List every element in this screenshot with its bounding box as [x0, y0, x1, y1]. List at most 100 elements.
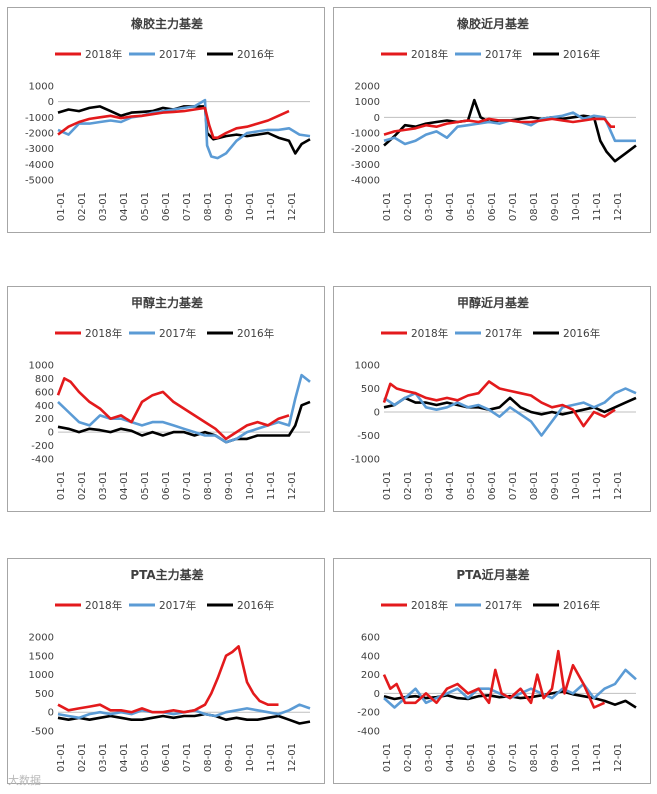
x-tick-label: 05-01 — [140, 192, 151, 221]
chart-svg: 橡胶主力基差 2018年 2017年 2016年 1000 0 -1000 -2000 -300… — [25, 16, 311, 221]
x-tick-label: 07-01 — [182, 192, 193, 221]
x-tick-label: 01-01 — [382, 192, 393, 221]
x-tick-label: 11-01 — [266, 471, 277, 500]
y-tick-label: 1000 — [355, 97, 380, 108]
x-tick-label: 05-01 — [140, 471, 151, 500]
y-tick-label: 1000 — [29, 361, 54, 372]
legend-label: 2016年 — [563, 48, 600, 61]
x-tick-label: 02-01 — [77, 192, 88, 221]
y-tick-label: -200 — [357, 708, 380, 719]
y-tick-label: 400 — [361, 651, 380, 662]
chart-svg: 甲醇主力基差 2018年 2017年 2016年 1000 800 600 400 200 0 -2… — [29, 295, 311, 500]
x-tick-label: 08-01 — [529, 471, 540, 500]
legend-label: 2017年 — [485, 48, 522, 61]
chart-svg: 甲醇近月基差 2018年 2017年 2016年 1000 500 0 -500 -100001… — [351, 295, 637, 500]
series-line — [57, 373, 311, 444]
y-tick-label: -2000 — [351, 144, 380, 155]
x-tick-label: 10-01 — [245, 192, 256, 221]
x-tick-label: 07-01 — [508, 192, 519, 221]
series-line — [57, 645, 279, 714]
y-tick-label: -400 — [357, 727, 380, 738]
x-tick-label: 03-01 — [98, 743, 109, 772]
series-line — [57, 106, 290, 139]
x-tick-label: 07-01 — [508, 743, 519, 772]
x-tick-label: 09-01 — [224, 743, 235, 772]
x-tick-label: 06-01 — [161, 192, 172, 221]
x-tick-label: 10-01 — [571, 743, 582, 772]
x-tick-label: 11-01 — [592, 471, 603, 500]
chart-panel: 甲醇近月基差 2018年 2017年 2016年 1000 500 0 -500 -1000 01… — [333, 286, 651, 512]
y-tick-label: 600 — [361, 633, 380, 644]
x-tick-label: 10-01 — [245, 743, 256, 772]
y-tick-label: -5000 — [25, 176, 54, 187]
y-tick-label: 0 — [374, 408, 380, 419]
x-tick-label: 04-01 — [119, 743, 130, 772]
x-tick-label: 06-01 — [487, 743, 498, 772]
legend-label: 2016年 — [237, 327, 274, 340]
x-tick-label: 05-01 — [140, 743, 151, 772]
x-tick-label: 07-01 — [182, 471, 193, 500]
y-tick-label: 400 — [35, 401, 54, 412]
series-line — [57, 400, 311, 444]
x-tick-label: 02-01 — [77, 743, 88, 772]
y-tick-label: 1000 — [355, 361, 380, 372]
legend-label: 2016年 — [237, 599, 274, 612]
x-tick-label: 02-01 — [403, 192, 414, 221]
y-tick-label: -3000 — [25, 144, 54, 155]
x-tick-label: 11-01 — [592, 743, 603, 772]
legend-label: 2018年 — [411, 599, 448, 612]
x-tick-label: 12-01 — [287, 192, 298, 221]
series-line — [57, 105, 311, 155]
legend-label: 2018年 — [85, 599, 122, 612]
y-tick-label: 200 — [35, 414, 54, 425]
series-line — [56, 377, 290, 441]
y-tick-label: 800 — [35, 374, 54, 385]
y-tick-label: -200 — [31, 441, 54, 452]
series-line — [383, 668, 637, 709]
series-line — [382, 649, 606, 709]
x-tick-label: 03-01 — [424, 192, 435, 221]
legend-label: 2018年 — [85, 327, 122, 340]
chart-title: 橡胶主力基差 — [131, 16, 203, 31]
y-tick-label: 0 — [48, 708, 54, 719]
x-tick-label: 12-01 — [287, 471, 298, 500]
x-tick-label: 07-01 — [182, 743, 193, 772]
x-tick-label: 12-01 — [613, 471, 624, 500]
series-line — [383, 117, 615, 136]
x-tick-label: 01-01 — [382, 471, 393, 500]
series-line — [383, 387, 637, 437]
x-tick-label: 09-01 — [550, 471, 561, 500]
x-tick-label: 05-01 — [466, 192, 477, 221]
legend-label: 2017年 — [159, 48, 196, 61]
chart-panel: PTA主力基差 2018年 2017年 2016年 2000 1500 1000 500 0 -5… — [7, 558, 325, 784]
x-tick-label: 04-01 — [119, 192, 130, 221]
y-tick-label: -1000 — [25, 113, 54, 124]
series-line — [382, 380, 616, 428]
x-tick-label: 11-01 — [266, 192, 277, 221]
x-tick-label: 06-01 — [161, 743, 172, 772]
legend-label: 2017年 — [485, 599, 522, 612]
y-tick-label: -500 — [31, 727, 54, 738]
series-line — [57, 712, 311, 725]
legend-label: 2017年 — [159, 599, 196, 612]
legend-label: 2018年 — [85, 48, 122, 61]
x-tick-label: 11-01 — [592, 192, 603, 221]
y-tick-label: -1000 — [351, 129, 380, 140]
x-tick-label: 09-01 — [550, 743, 561, 772]
x-tick-label: 02-01 — [403, 743, 414, 772]
x-tick-label: 01-01 — [56, 743, 67, 772]
x-tick-label: 03-01 — [98, 471, 109, 500]
chart-title: 甲醇主力基差 — [131, 295, 203, 310]
x-tick-label: 03-01 — [424, 743, 435, 772]
legend-label: 2016年 — [563, 327, 600, 340]
x-tick-label: 04-01 — [445, 471, 456, 500]
x-tick-label: 03-01 — [98, 192, 109, 221]
chart-title: PTA近月基差 — [456, 567, 529, 582]
chart-title: PTA主力基差 — [130, 567, 203, 582]
y-tick-label: -4000 — [351, 176, 380, 187]
y-tick-label: 0 — [374, 689, 380, 700]
legend-label: 2016年 — [563, 599, 600, 612]
x-tick-label: 07-01 — [508, 471, 519, 500]
x-tick-label: 10-01 — [571, 471, 582, 500]
legend-label: 2017年 — [159, 327, 196, 340]
